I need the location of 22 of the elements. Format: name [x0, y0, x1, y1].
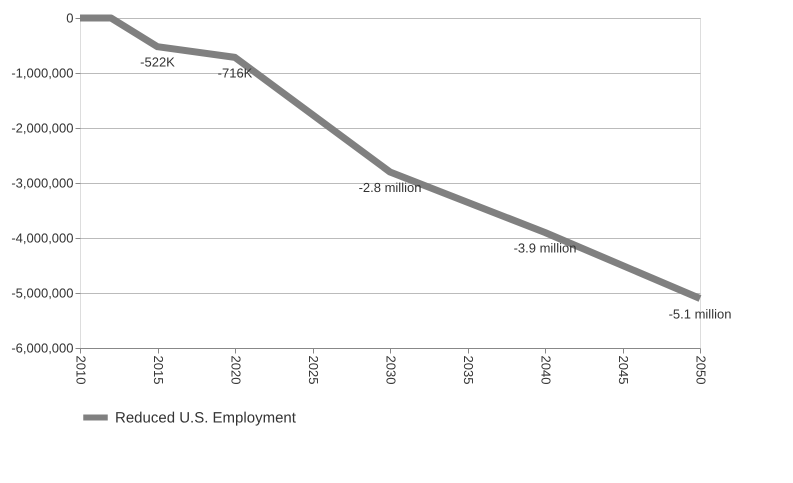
- y-tick-label: -2,000,000: [11, 120, 74, 136]
- x-tick-label: 2010: [74, 356, 88, 384]
- x-tick-label: 2040: [538, 356, 554, 384]
- x-tick-label: 2025: [306, 356, 321, 384]
- x-tick-label: 2020: [228, 356, 244, 384]
- annotation: -716K: [218, 65, 253, 80]
- x-tick-label: 2015: [151, 356, 166, 384]
- x-tick-label: 2050: [694, 356, 708, 384]
- y-tick-label: -3,000,000: [11, 176, 74, 190]
- x-tick-label: 2045: [616, 356, 631, 384]
- annotation: -522K: [140, 54, 176, 70]
- y-tick-label: 0: [66, 10, 74, 26]
- annotation: -2.8 million: [358, 180, 422, 195]
- annotation: -3.9 million: [514, 240, 576, 256]
- x-tick-label: 2030: [384, 356, 398, 384]
- legend-label: Reduced U.S. Employment: [115, 410, 297, 426]
- y-tick-label: -1,000,000: [11, 66, 74, 80]
- y-tick-label: -5,000,000: [11, 286, 74, 300]
- y-tick-label: -4,000,000: [11, 230, 74, 246]
- x-tick-label: 2035: [461, 356, 476, 384]
- annotation: -5.1 million: [668, 306, 732, 322]
- y-tick-label: -6,000,000: [11, 340, 74, 356]
